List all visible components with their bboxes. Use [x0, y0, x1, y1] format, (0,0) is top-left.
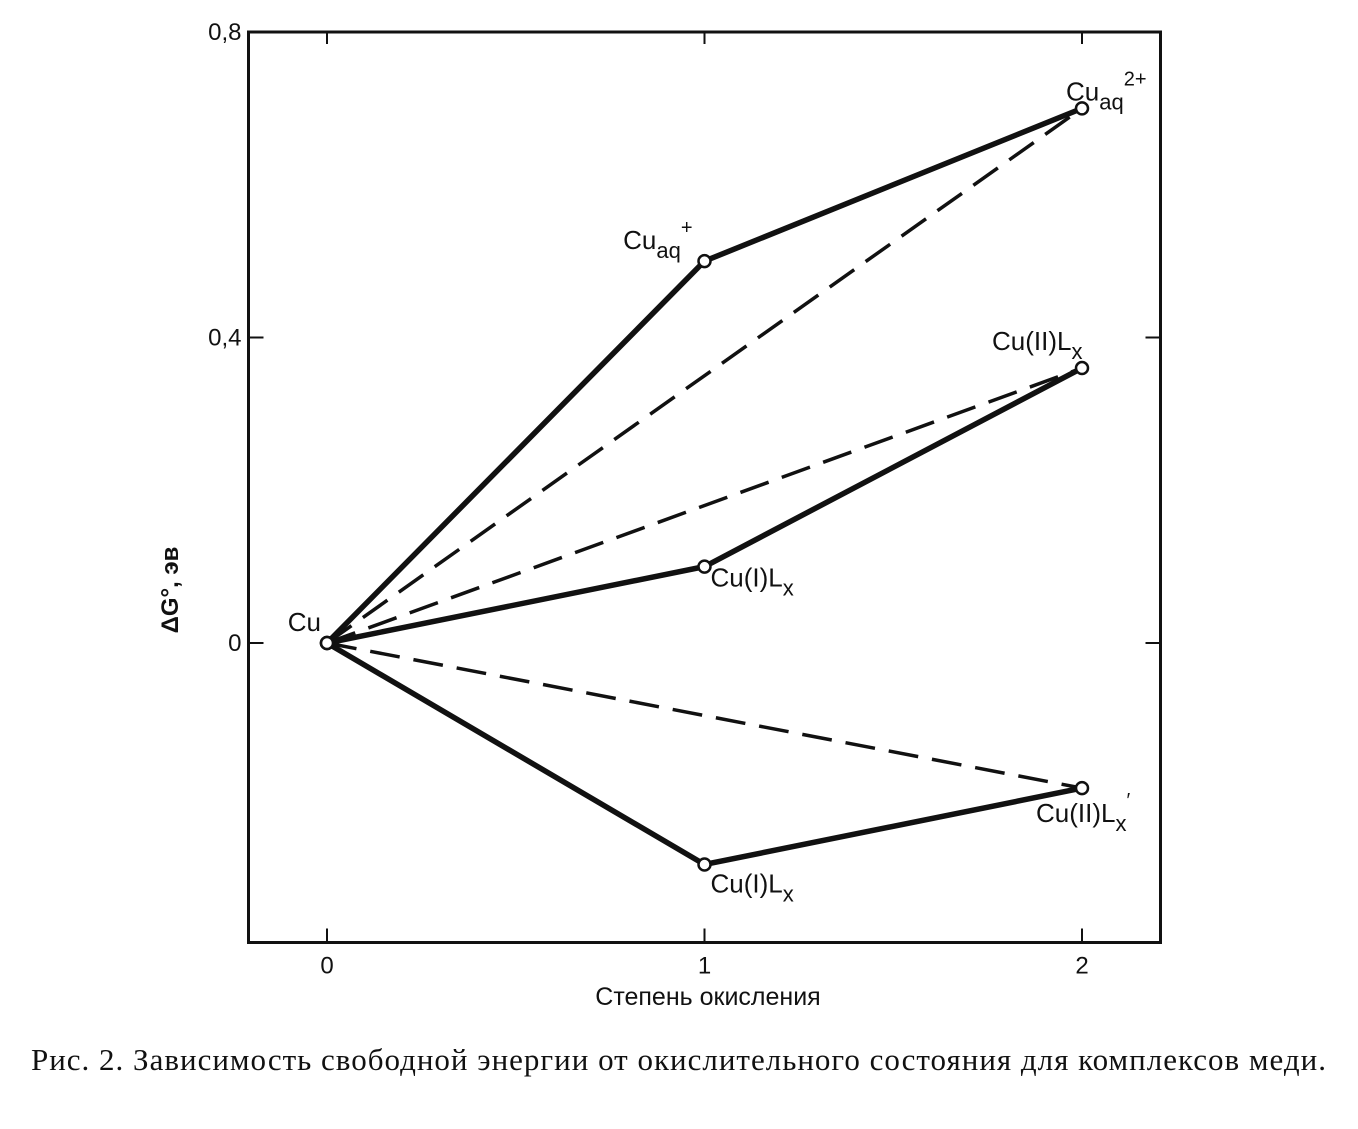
point-label: Cu(II)Lx′	[1036, 790, 1130, 836]
y-axis-label: ΔG°, эв	[157, 547, 184, 634]
point-label: Cu	[288, 607, 321, 637]
dashed-line	[326, 641, 1083, 790]
point-label: Cuaq+	[623, 217, 692, 263]
point-label: Cu(I)Lx	[711, 868, 794, 906]
x-tick-label: 2	[1075, 953, 1088, 980]
label-text: Cu(I)L	[711, 563, 783, 593]
label-subscript: x	[783, 576, 794, 601]
point-marker	[319, 635, 335, 651]
y-tick-label: 0	[228, 630, 241, 657]
label-subscript: x	[1115, 811, 1126, 836]
y-tick-label: 0,4	[208, 325, 241, 352]
label-subscript: aq	[1099, 89, 1123, 114]
x-tick-label: 0	[320, 953, 333, 980]
point-label: Cu(I)Lx	[711, 563, 794, 601]
label-superscript: ′	[1126, 790, 1130, 812]
label-text: Cu(I)L	[711, 868, 783, 898]
label-superscript: 2+	[1124, 68, 1147, 90]
point-marker	[1074, 780, 1090, 796]
point-label: Cu(II)Lx	[992, 326, 1082, 364]
dashed-line	[325, 106, 1084, 645]
label-text: Cu(II)L	[992, 326, 1071, 356]
x-tick-label: 1	[698, 953, 711, 980]
line	[325, 640, 1083, 868]
point-marker	[1074, 101, 1090, 116]
dashed-line	[326, 366, 1083, 645]
chart: Степень окисления ΔG°, эв 0,80,400 1 2CuCu…	[157, 19, 1162, 1011]
label-subscript: aq	[656, 238, 680, 263]
caption: Рис. 2. Зависимость свободной энергии от…	[30, 1042, 1328, 1077]
point-marker	[697, 253, 712, 269]
point-marker	[1074, 360, 1090, 376]
y-tick-label: 0,8	[208, 19, 241, 46]
plot-frame	[247, 30, 1162, 944]
point-marker	[697, 559, 712, 574]
label-text: Cu	[288, 607, 321, 637]
label-subscript: x	[1071, 339, 1082, 364]
point-marker	[697, 857, 712, 872]
x-axis-label: Степень окисления	[595, 983, 820, 1011]
label-superscript: +	[681, 217, 693, 239]
label-subscript: x	[783, 881, 794, 906]
label-text: Cu(II)L	[1036, 798, 1115, 828]
label-text: Cu	[623, 225, 656, 255]
